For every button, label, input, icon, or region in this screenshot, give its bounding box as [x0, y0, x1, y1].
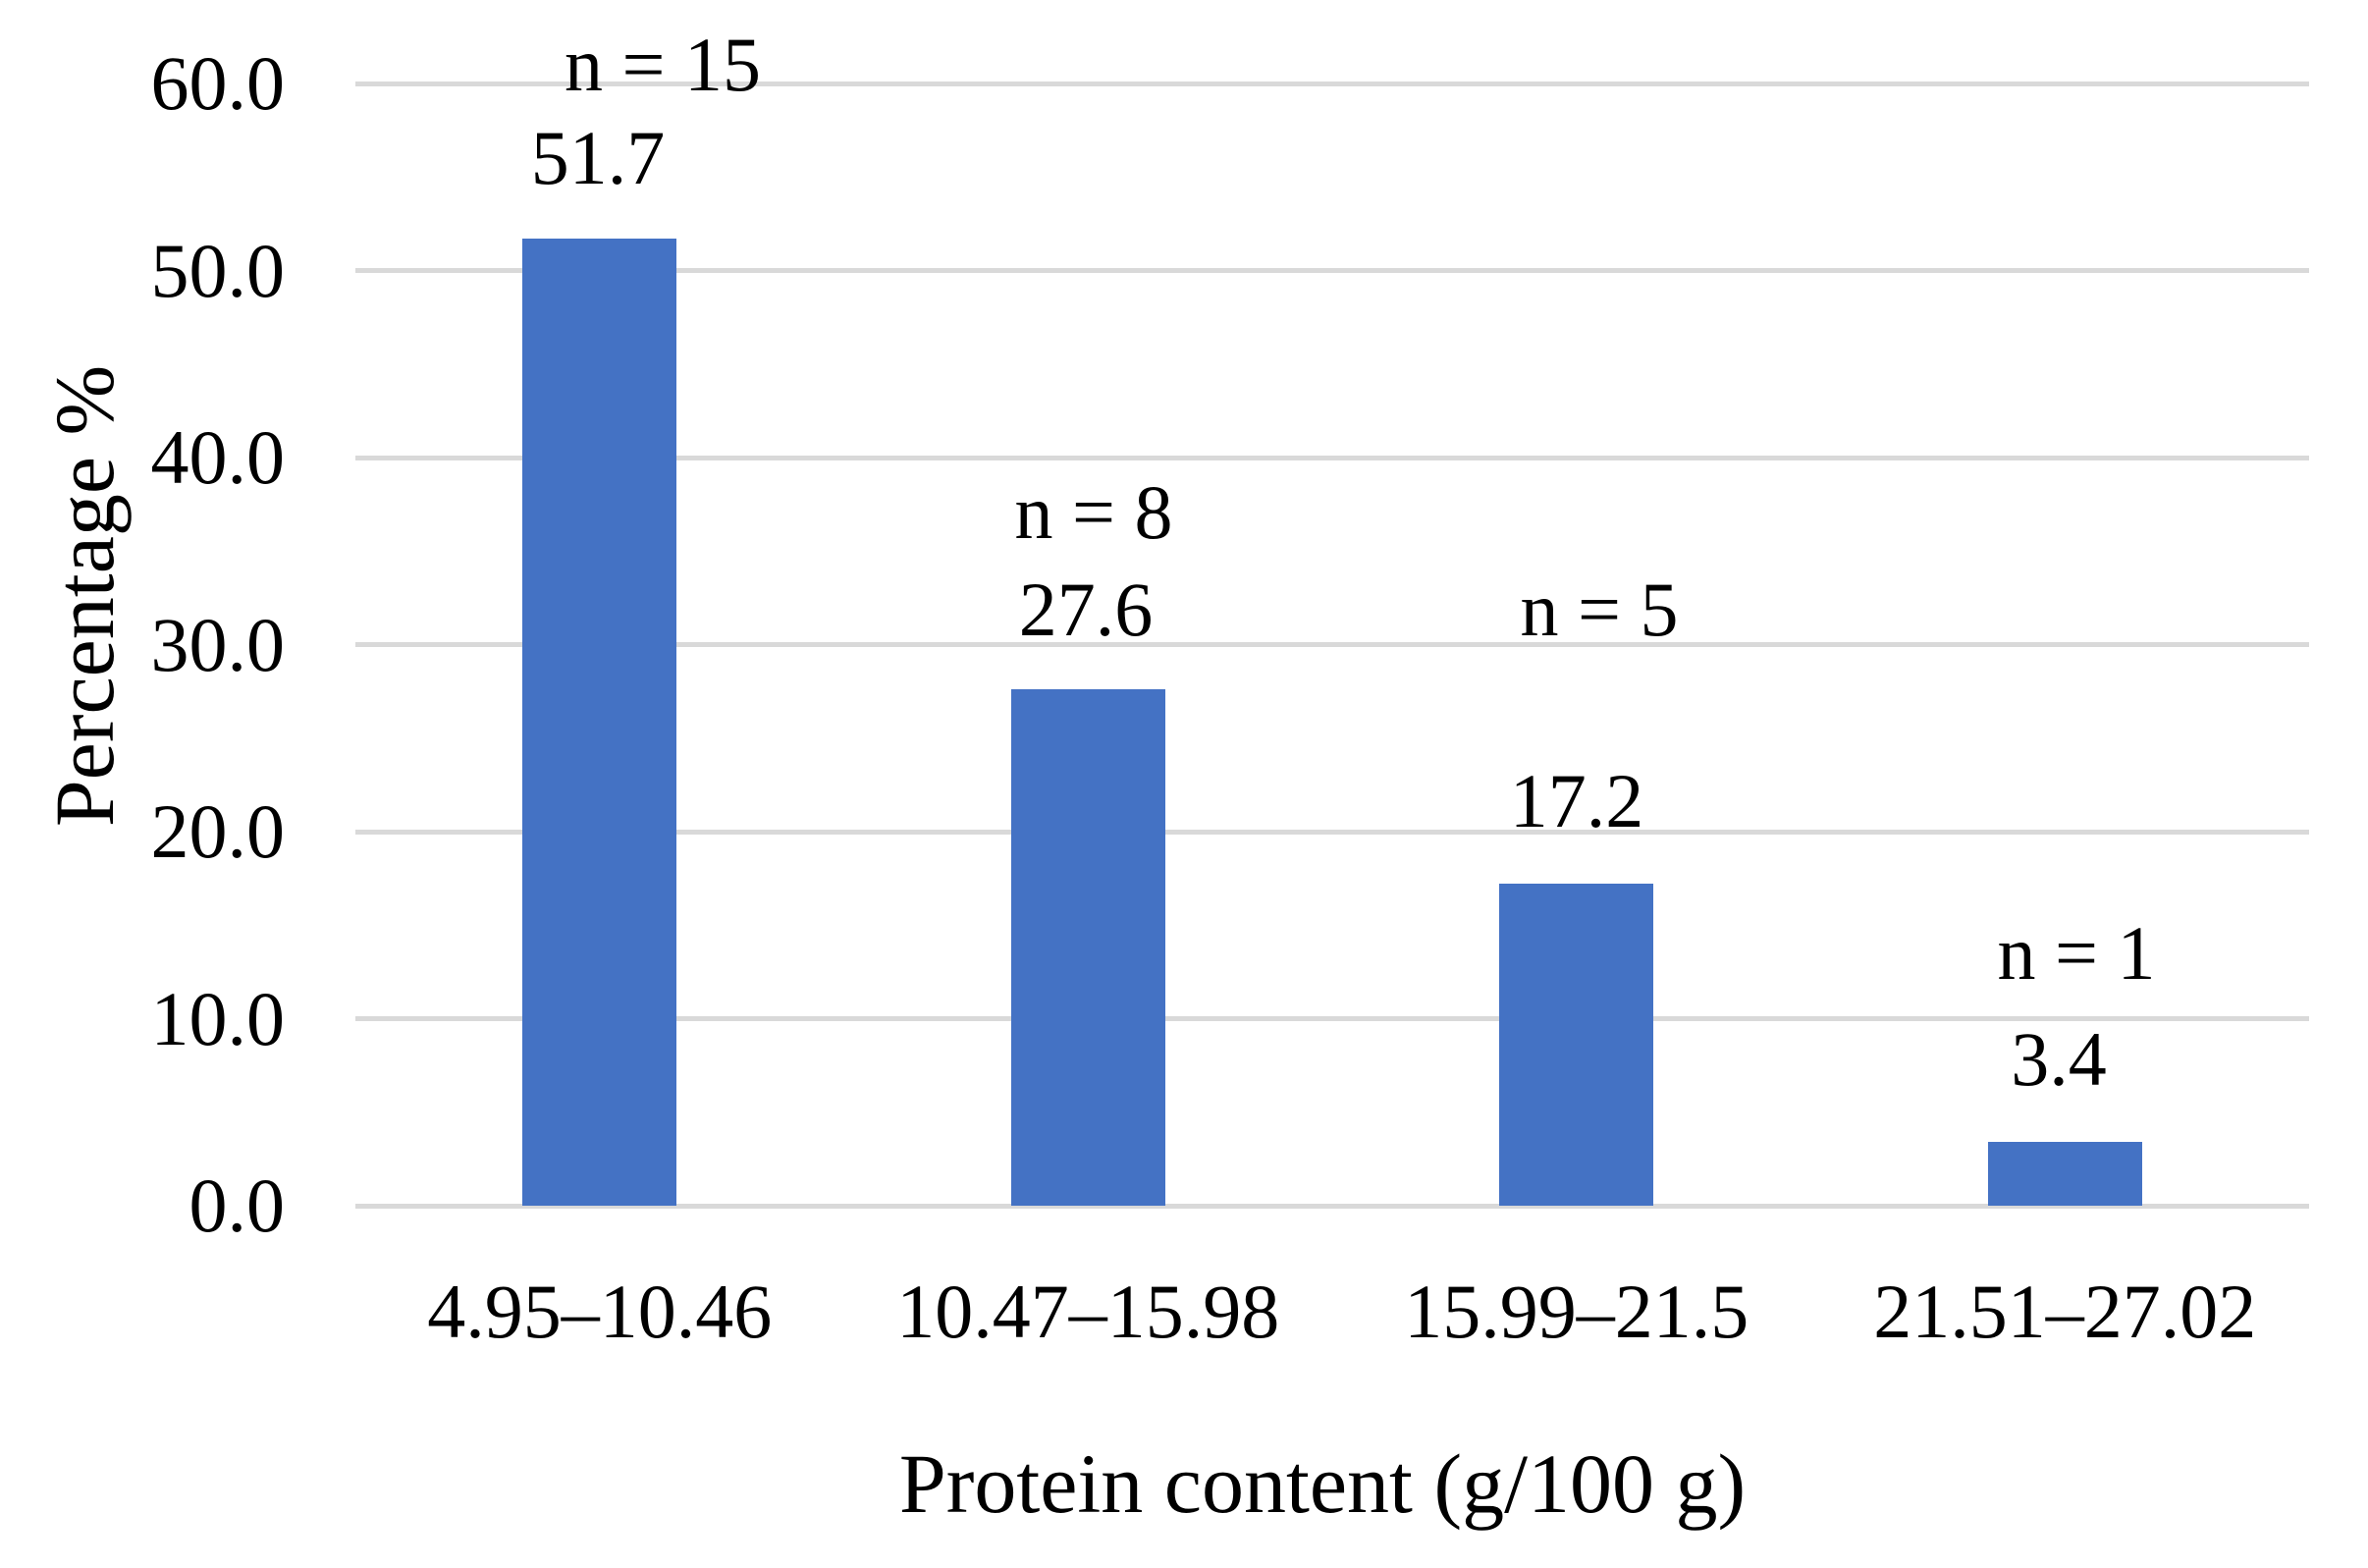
bar: [1010, 689, 1165, 1206]
value-label: 3.4: [2011, 1016, 2107, 1102]
y-tick-label: 10.0: [150, 975, 286, 1061]
n-count-label: n = 1: [1997, 910, 2156, 996]
value-label: 51.7: [530, 115, 666, 200]
y-tick-label: 20.0: [150, 788, 286, 874]
gridline: [355, 829, 2309, 835]
gridline: [355, 455, 2309, 460]
y-tick-label: 30.0: [150, 601, 286, 687]
y-axis-title: Percentage %: [37, 364, 132, 828]
y-tick-label: 50.0: [150, 227, 286, 313]
category-label: 15.99–21.5: [1404, 1269, 1749, 1354]
y-tick-label: 0.0: [188, 1162, 286, 1248]
bar: [1499, 884, 1654, 1206]
n-count-label: n = 15: [565, 22, 761, 107]
category-label: 10.47–15.98: [896, 1269, 1280, 1354]
gridline: [355, 1203, 2309, 1209]
category-label: 21.51–27.02: [1873, 1269, 2257, 1354]
gridline: [355, 268, 2309, 273]
n-count-label: n = 8: [1014, 469, 1173, 555]
gridline: [355, 81, 2309, 86]
gridline: [355, 642, 2309, 647]
n-count-label: n = 5: [1520, 567, 1679, 652]
gridline: [355, 1016, 2309, 1021]
value-label: 27.6: [1018, 567, 1154, 652]
bar: [522, 239, 677, 1206]
bar: [1987, 1142, 2142, 1206]
value-label: 17.2: [1509, 758, 1644, 843]
category-label: 4.95–10.46: [427, 1269, 773, 1354]
y-tick-label: 40.0: [150, 414, 286, 500]
y-tick-label: 60.0: [150, 40, 286, 126]
x-axis-title: Protein content (g/100 g): [898, 1436, 1747, 1531]
